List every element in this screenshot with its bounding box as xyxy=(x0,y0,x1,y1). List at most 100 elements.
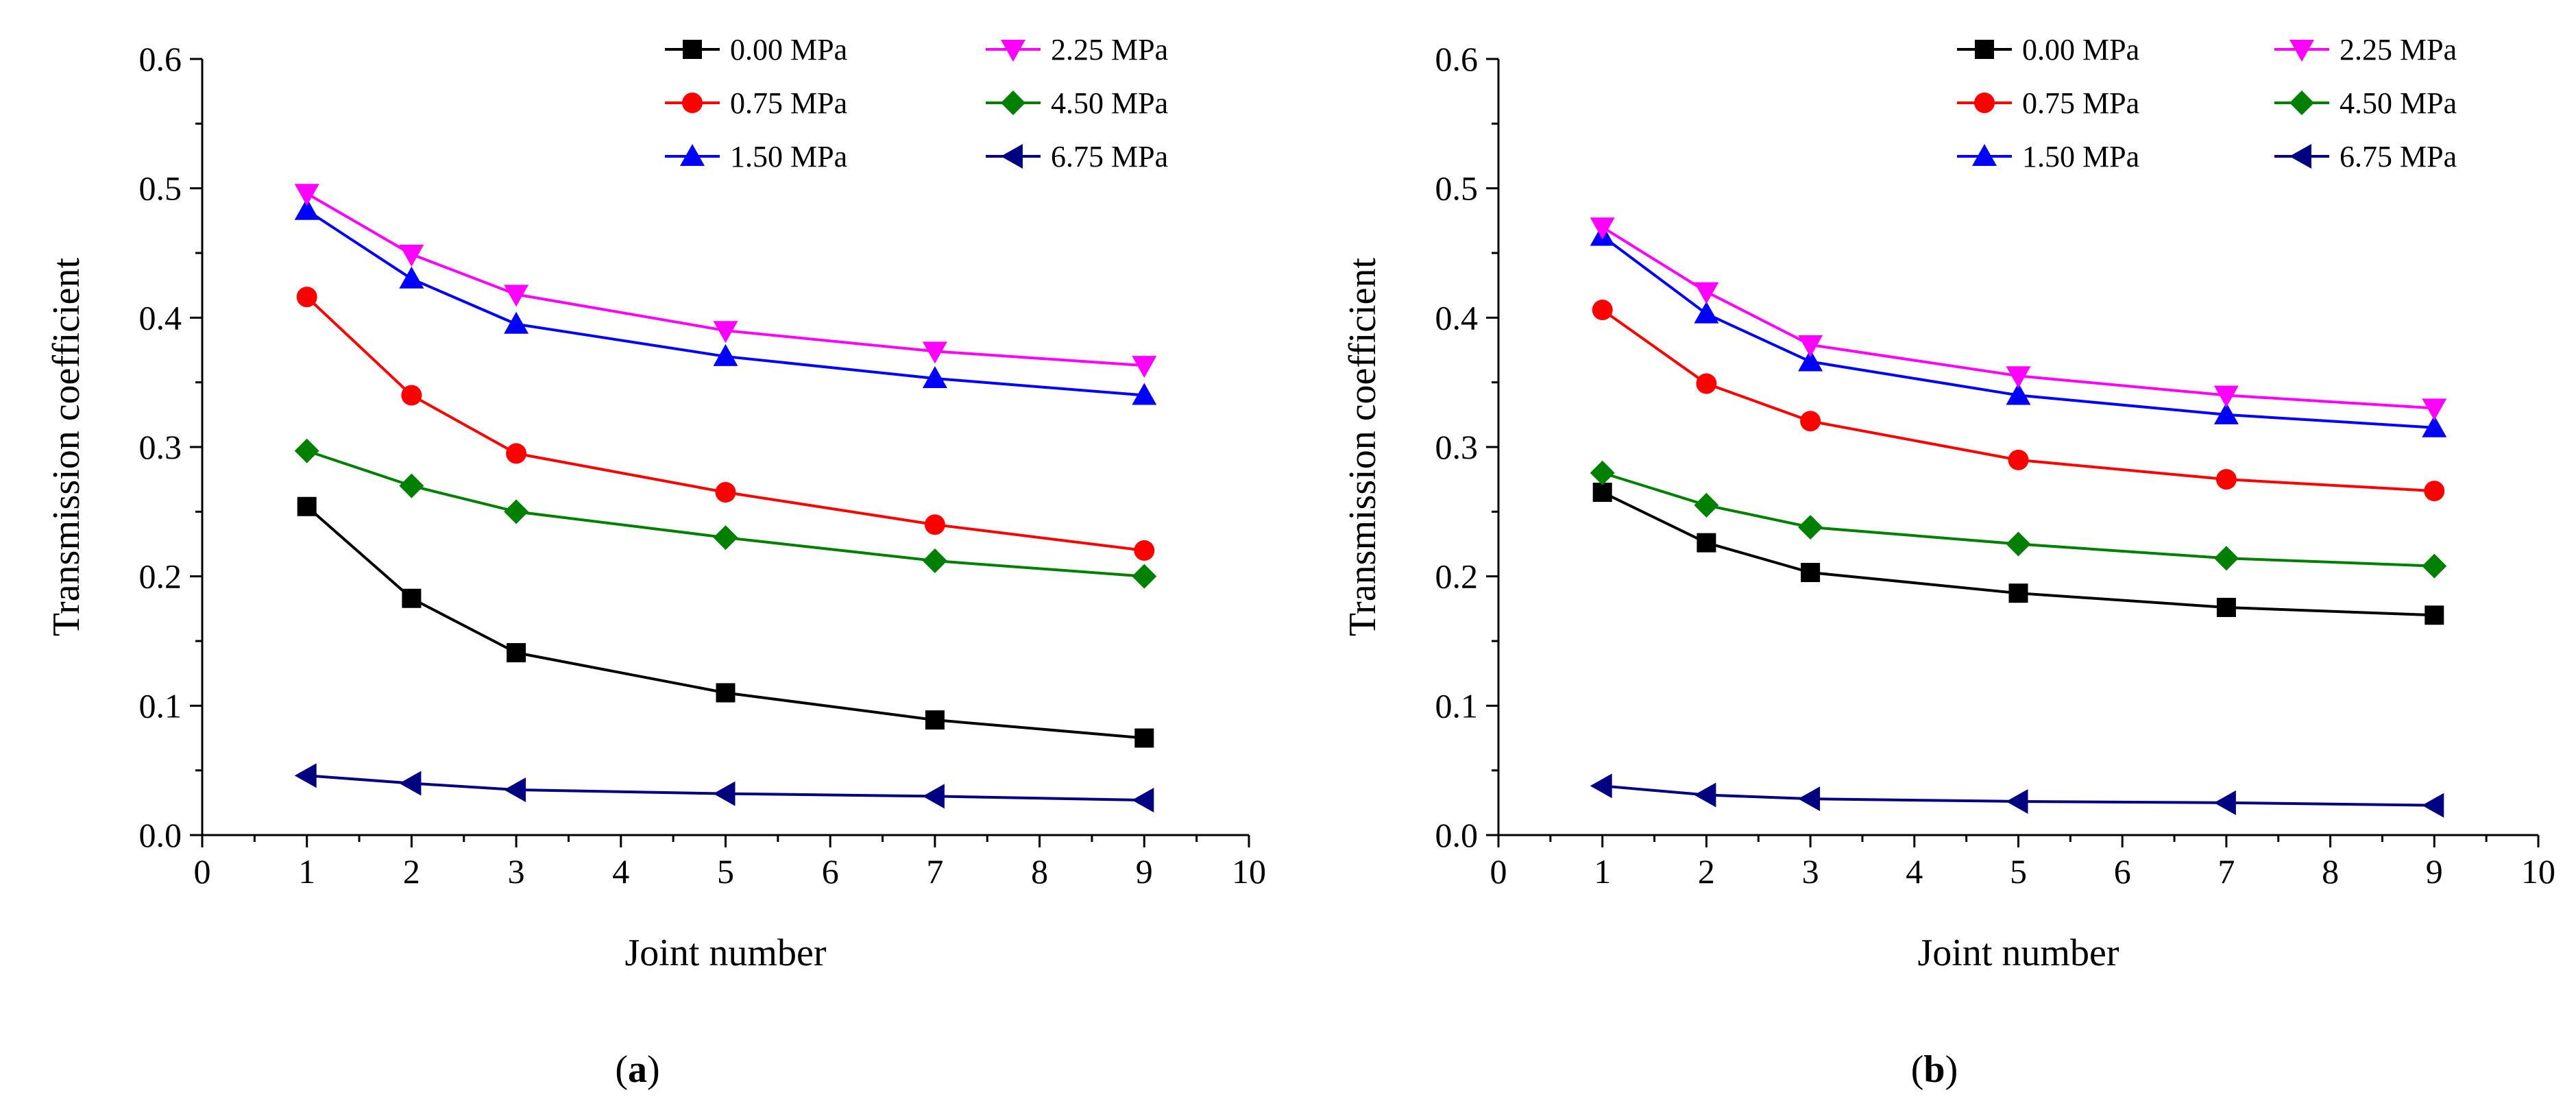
x-axis-label: Joint number xyxy=(1918,932,2119,974)
y-tick-label: 0.5 xyxy=(139,169,182,208)
data-point xyxy=(713,321,738,343)
y-tick-label: 0.2 xyxy=(1435,557,1479,596)
data-point xyxy=(2422,793,2444,818)
data-point xyxy=(1132,356,1157,378)
legend-label: 0.00 MPa xyxy=(2022,33,2139,67)
data-point xyxy=(294,763,317,788)
series-line xyxy=(1601,491,2435,617)
legend-item: 2.25 MPa xyxy=(986,33,1168,67)
data-point xyxy=(504,311,529,334)
legend-item: 4.50 MPa xyxy=(2274,86,2457,120)
series-line xyxy=(1602,784,2435,807)
x-tick-label: 0 xyxy=(1490,852,1507,891)
data-point xyxy=(2008,449,2029,470)
caption-letter: b xyxy=(1923,1048,1945,1091)
data-point xyxy=(296,287,317,308)
data-point xyxy=(922,548,947,574)
legend-marker xyxy=(683,40,702,59)
y-tick-label: 0.4 xyxy=(139,298,182,337)
legend-label: 2.25 MPa xyxy=(2340,33,2457,67)
data-point xyxy=(504,777,526,802)
data-point xyxy=(2216,597,2236,617)
data-point xyxy=(297,496,317,516)
data-point xyxy=(922,341,947,364)
x-tick-label: 3 xyxy=(508,852,525,891)
series-1-50-mpa xyxy=(1590,224,2447,437)
y-tick-label: 0.3 xyxy=(1435,428,1479,466)
data-point xyxy=(2006,383,2031,405)
data-point xyxy=(1696,373,1717,394)
x-tick-label: 4 xyxy=(1906,852,1923,891)
legend-label: 4.50 MPa xyxy=(2340,86,2457,120)
y-tick-label: 0.0 xyxy=(139,816,182,854)
caption-paren: ) xyxy=(647,1048,660,1091)
legend-marker xyxy=(2289,40,2314,62)
legend-item: 6.75 MPa xyxy=(986,140,1168,173)
x-tick-label: 6 xyxy=(822,852,839,891)
data-point xyxy=(2213,546,2239,571)
y-tick-label: 0.5 xyxy=(1435,169,1479,208)
data-point xyxy=(713,343,738,366)
series-line xyxy=(306,774,1145,802)
series-2-25-mpa xyxy=(1590,217,2447,421)
y-tick-label: 0.1 xyxy=(139,686,182,725)
panel-caption: (a) xyxy=(615,1048,659,1091)
series-line xyxy=(306,209,1145,397)
data-point xyxy=(1694,492,1719,518)
data-point xyxy=(1798,349,1823,372)
series-0-00-mpa xyxy=(1592,483,2444,625)
legend-item: 1.50 MPa xyxy=(665,140,847,173)
legend-marker xyxy=(2289,144,2311,169)
data-point xyxy=(2008,583,2028,603)
legend-label: 0.75 MPa xyxy=(730,86,847,120)
series-6-75-mpa xyxy=(1590,773,2444,818)
legend-label: 1.50 MPa xyxy=(2022,140,2139,173)
data-point xyxy=(922,366,947,389)
data-point xyxy=(1132,788,1154,813)
series-1-50-mpa xyxy=(294,197,1157,405)
legend-item: 0.00 MPa xyxy=(1957,33,2139,67)
chart-panel-b: 0 1 2 3 4 5 6 7 8 9 10 0.0 0.1 0.2 0.3 0.4 0.5 0.6 Joint n… xyxy=(1341,33,2555,1091)
y-axis-label: Transmission coefficient xyxy=(1341,257,1384,636)
x-tick-label: 10 xyxy=(1232,852,1266,891)
x-tick-label: 2 xyxy=(1698,852,1715,891)
series-2-25-mpa xyxy=(294,184,1157,378)
x-tick-label: 0 xyxy=(194,852,211,891)
legend-label: 0.00 MPa xyxy=(730,33,847,67)
x-tick-label: 5 xyxy=(2010,852,2027,891)
data-point xyxy=(2215,469,2237,490)
legend-marker xyxy=(1972,144,1997,166)
panel-caption: (b) xyxy=(1911,1048,1958,1091)
y-tick-label: 0.3 xyxy=(139,428,182,466)
data-point xyxy=(1592,300,1613,321)
data-point xyxy=(924,514,945,535)
caption-letter: a xyxy=(628,1048,647,1091)
legend-label: 6.75 MPa xyxy=(1051,140,1168,173)
data-point xyxy=(1798,786,1821,812)
data-point xyxy=(1697,533,1716,553)
legend-item: 0.75 MPa xyxy=(665,86,847,120)
series-line xyxy=(306,449,1145,578)
data-point xyxy=(2424,481,2445,502)
series-line xyxy=(1601,234,2435,429)
legend-marker xyxy=(1001,40,1025,62)
x-tick-label: 5 xyxy=(717,852,734,891)
data-point xyxy=(1590,217,1615,240)
data-point xyxy=(402,588,422,608)
y-tick-label: 0.4 xyxy=(1435,298,1479,337)
data-point xyxy=(1592,483,1612,503)
data-point xyxy=(294,438,319,463)
y-tick-label: 0.0 xyxy=(1435,816,1479,854)
series-line xyxy=(306,295,1145,552)
legend-item: 0.75 MPa xyxy=(1957,86,2139,120)
x-tick-label: 1 xyxy=(298,852,315,891)
data-point xyxy=(1590,460,1615,485)
x-tick-label: 3 xyxy=(1802,852,1819,891)
y-tick-label: 0.2 xyxy=(139,557,182,596)
legend-marker xyxy=(680,144,705,166)
legend-label: 0.75 MPa xyxy=(2022,86,2139,120)
series-0-75-mpa xyxy=(1592,300,2445,502)
data-point xyxy=(399,244,424,267)
data-point xyxy=(922,784,945,809)
legend-marker xyxy=(1975,40,1994,59)
